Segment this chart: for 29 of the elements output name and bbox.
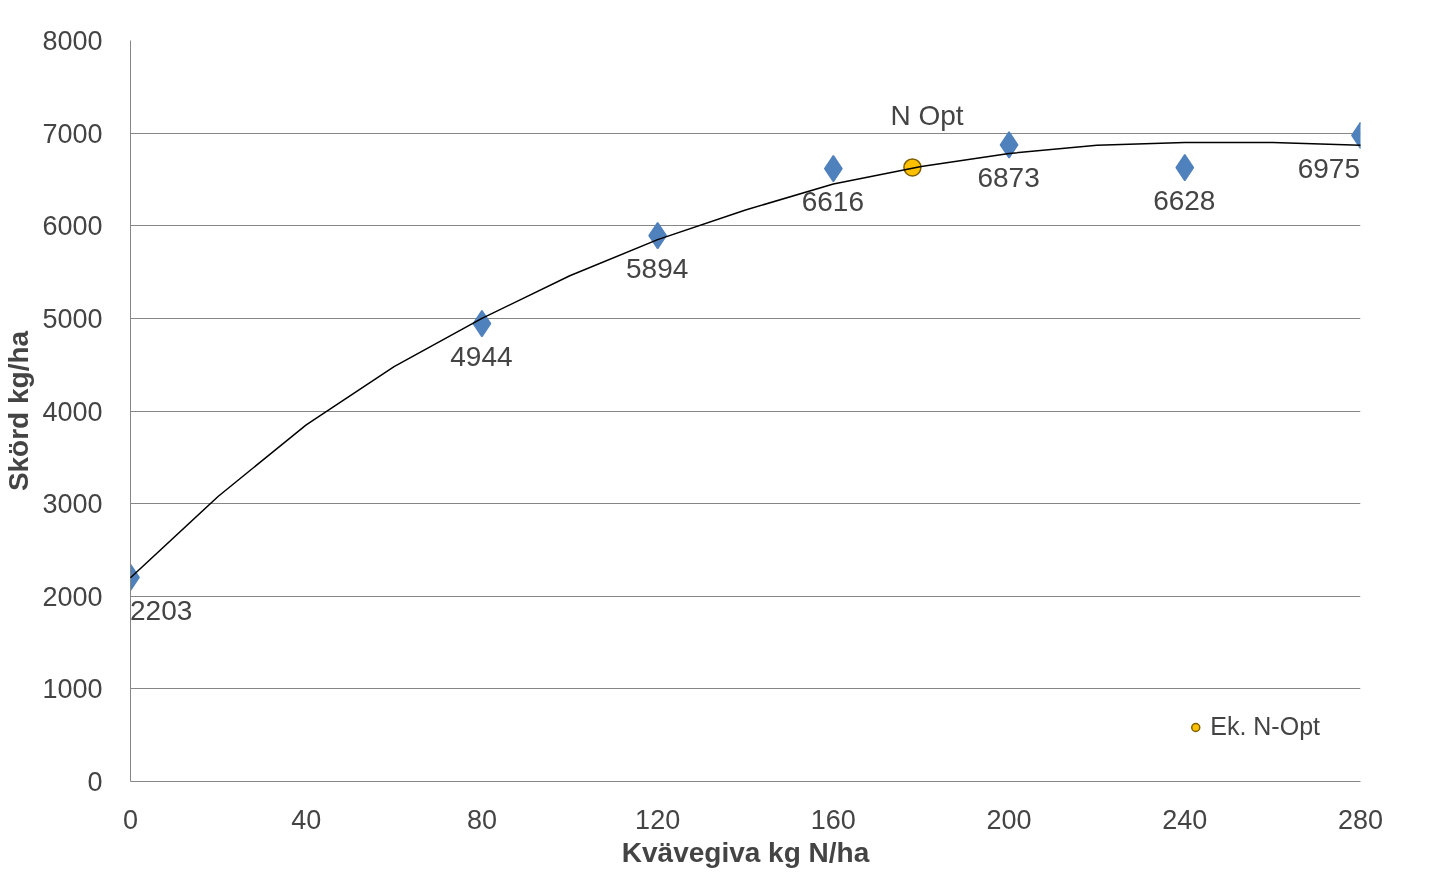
y-tick-label: 8000 — [42, 26, 103, 56]
x-tick-label: 280 — [1337, 804, 1384, 835]
x-tick-label: 240 — [1162, 804, 1208, 835]
y-axis-title: Skörd kg/ha — [3, 330, 35, 492]
data-label: 6873 — [977, 162, 1040, 195]
x-tick-label: 160 — [810, 804, 856, 835]
x-tick-label: 0 — [122, 804, 139, 835]
y-tick-label: 7000 — [42, 118, 103, 149]
x-tick-label: 40 — [291, 804, 322, 835]
x-axis-title: Kvävegiva kg N/ha — [621, 836, 870, 868]
data-label: 6628 — [1153, 185, 1216, 218]
y-tick-label: 1000 — [42, 674, 103, 705]
x-tick-label: 80 — [466, 804, 497, 835]
y-tick-label: 3000 — [42, 489, 103, 520]
y-tick-label: 4000 — [42, 396, 103, 427]
y-tick-label: 2000 — [42, 581, 103, 612]
data-label: 5894 — [625, 253, 689, 286]
x-tick-label: 200 — [986, 804, 1032, 835]
y-tick-label: 6000 — [42, 211, 103, 242]
legend-label: Ek. N-Opt — [1210, 712, 1320, 741]
data-label: 2203 — [130, 594, 193, 627]
x-tick-label: 120 — [635, 804, 681, 835]
point — [999, 131, 1019, 159]
data-label: 6975 — [1297, 152, 1360, 185]
y-tick-label: 5000 — [42, 303, 103, 334]
data-label: 4944 — [450, 341, 513, 374]
y-tick-label: 0 — [87, 767, 103, 797]
data-label: 6616 — [801, 186, 864, 219]
annotation: N Opt — [890, 100, 964, 132]
